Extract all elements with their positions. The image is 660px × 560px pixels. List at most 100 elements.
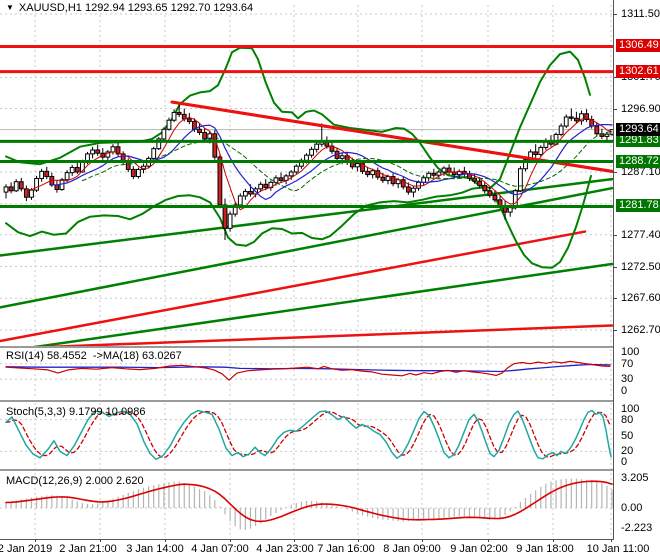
candle-body [44,170,50,178]
candle-body [258,183,264,190]
candle-body [156,138,162,150]
axis-tick-mark [613,14,617,15]
candle-body [64,172,70,181]
trendline-red [40,324,613,346]
main-chart-panel[interactable] [0,0,614,348]
macd-scale-label: 0.00 [621,502,643,514]
candle-body [507,207,513,213]
candle-body [278,177,284,181]
candle-body [248,190,253,195]
macd-panel[interactable] [0,471,614,539]
axis-tick-mark [613,108,617,110]
candle-body [574,117,579,122]
stoch-d-line [5,410,611,458]
axis-tick-mark [613,266,617,268]
time-axis[interactable]: 2 Jan 2019 2 Jan 21:00 3 Jan 14:00 4 Jan 07… [0,539,660,560]
candle-body [54,184,60,190]
candle-body [400,179,406,188]
candle-body [8,186,14,192]
time-tick-mark [165,539,166,542]
time-tick-label: 4 Jan 23:00 [256,543,314,555]
ma-slow [81,130,613,192]
axis-tick-mark [613,172,617,173]
support-price-badge: 1281.78 [616,199,660,213]
candle-body [477,180,483,187]
panel-separator[interactable] [0,400,614,402]
candle-body [517,168,523,192]
time-tick-mark [488,539,489,542]
rsi-ma-line [5,363,611,373]
candle-body [416,181,421,189]
candle-body [355,163,360,168]
time-tick-label: 3 Jan 14:00 [126,543,184,555]
price-tick-label: 1277.40 [621,228,660,241]
symbol-dropdown-icon[interactable]: ▼ [6,3,14,12]
candle-body [3,186,9,193]
bollinger-lower-band [5,174,592,269]
rsi-scale-label: 30 [621,373,634,386]
stoch-scale-label: 20 [621,445,634,458]
rsi-panel[interactable] [0,348,614,402]
candle-body [34,177,39,191]
candle-body [472,177,477,182]
trendline-red [0,230,587,343]
candle-body [263,183,269,189]
candle-body [604,133,610,137]
candle-body [125,161,131,170]
candle-body [370,170,376,176]
candle-body [487,190,493,196]
stoch-scale-label: 50 [621,429,634,442]
candle-body [13,181,19,192]
candle-body [497,199,503,207]
time-tick-mark [100,539,101,542]
time-tick-label: 9 Jan 18:00 [516,543,574,555]
candle-body [237,195,243,206]
time-tick-label: 2 Jan 21:00 [59,543,117,555]
candle-body [217,156,223,206]
axis-tick-mark [613,298,617,300]
support-price-badge: 1291.83 [616,134,660,148]
candle-body [105,151,111,158]
time-tick-label: 10 Jan 11:00 [586,543,650,555]
time-tick-label: 9 Jan 02:00 [450,543,508,555]
candle-body [171,111,177,121]
candle-body [151,148,157,159]
ma-fast [25,117,613,211]
candle-body [405,186,411,193]
stoch-scale-label: 0 [621,456,628,468]
candle-body [293,165,299,173]
candle-body [421,177,427,183]
time-tick-mark [358,539,359,542]
candle-body [222,204,228,229]
rsi-scale-label: 100 [621,346,640,358]
price-axis[interactable]: 1311.501301.701296.901287.101277.401272.… [613,0,660,540]
rsi-line [5,360,611,381]
candle-body [95,149,101,154]
ascending-support-trendline [0,177,613,257]
candle-body [523,159,528,170]
time-tick-mark [294,539,295,542]
time-tick-mark [422,539,423,542]
candle-body [558,125,564,135]
rsi-scale-label: 70 [621,357,634,370]
stoch-scale-label: 80 [621,413,634,426]
candle-body [110,146,116,153]
time-tick-label: 2 Jan 2019 [0,543,53,555]
candle-body [380,176,386,181]
current-price-badge: 1293.64 [616,122,660,136]
candle-body [136,168,141,178]
candle-body [385,176,391,181]
price-tick-label: 1262.70 [621,324,660,336]
candle-body [431,172,437,176]
price-tick-label: 1267.60 [621,292,660,305]
candle-body [426,172,432,179]
stoch-panel[interactable] [0,402,614,471]
candle-body [436,171,442,176]
panel-separator[interactable] [0,346,614,348]
candle-body [23,188,29,198]
candle-body [166,119,172,130]
candle-body [538,146,544,156]
panel-separator[interactable] [0,469,614,471]
macd-scale-label: -2.223 [621,522,653,535]
resistance-price-badge: 1302.61 [616,64,660,78]
